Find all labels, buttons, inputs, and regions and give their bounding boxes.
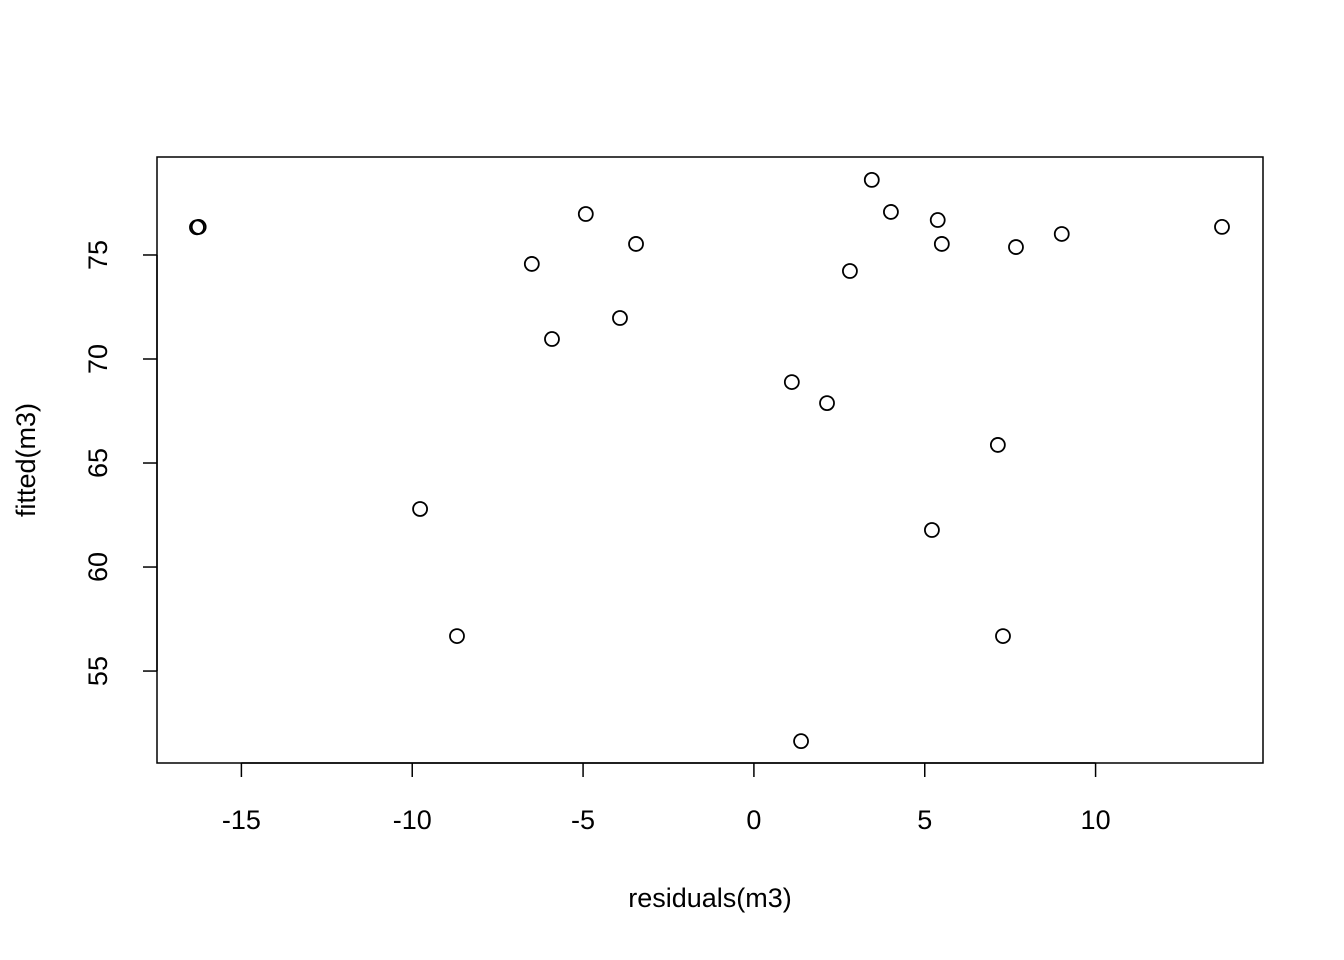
- point: [995, 628, 1011, 644]
- point: [793, 733, 809, 750]
- y-axis-label: fitted(m3): [11, 403, 41, 517]
- point: [924, 522, 940, 538]
- point: [523, 256, 540, 272]
- x-tick-label: 0: [746, 805, 761, 835]
- point: [449, 628, 465, 644]
- point: [842, 263, 858, 279]
- y-tick-label: 70: [83, 344, 113, 374]
- point: [863, 171, 880, 188]
- x-tick-label: -10: [393, 805, 432, 835]
- y-tick-label: 75: [83, 240, 113, 270]
- x-tick-label: -5: [571, 805, 595, 835]
- point: [577, 206, 594, 222]
- point: [933, 236, 950, 252]
- point: [412, 501, 428, 517]
- plot-box: [156, 156, 1264, 764]
- y-tick-label: 60: [83, 552, 113, 582]
- point: [1053, 226, 1070, 242]
- point: [989, 437, 1006, 453]
- point: [544, 331, 560, 347]
- point: [1008, 239, 1024, 255]
- y-tick-label: 65: [83, 448, 113, 478]
- x-axis-label: residuals(m3): [628, 883, 792, 913]
- x-tick-label: -15: [222, 805, 261, 835]
- point: [190, 218, 207, 235]
- point: [819, 395, 835, 412]
- x-tick-label: 10: [1081, 805, 1111, 835]
- point: [783, 374, 800, 390]
- point: [612, 310, 628, 326]
- point: [628, 236, 644, 252]
- x-tick-label: 5: [917, 805, 932, 835]
- y-tick-label: 55: [83, 656, 113, 686]
- point: [883, 204, 899, 220]
- point: [929, 212, 946, 228]
- point: [1214, 218, 1230, 235]
